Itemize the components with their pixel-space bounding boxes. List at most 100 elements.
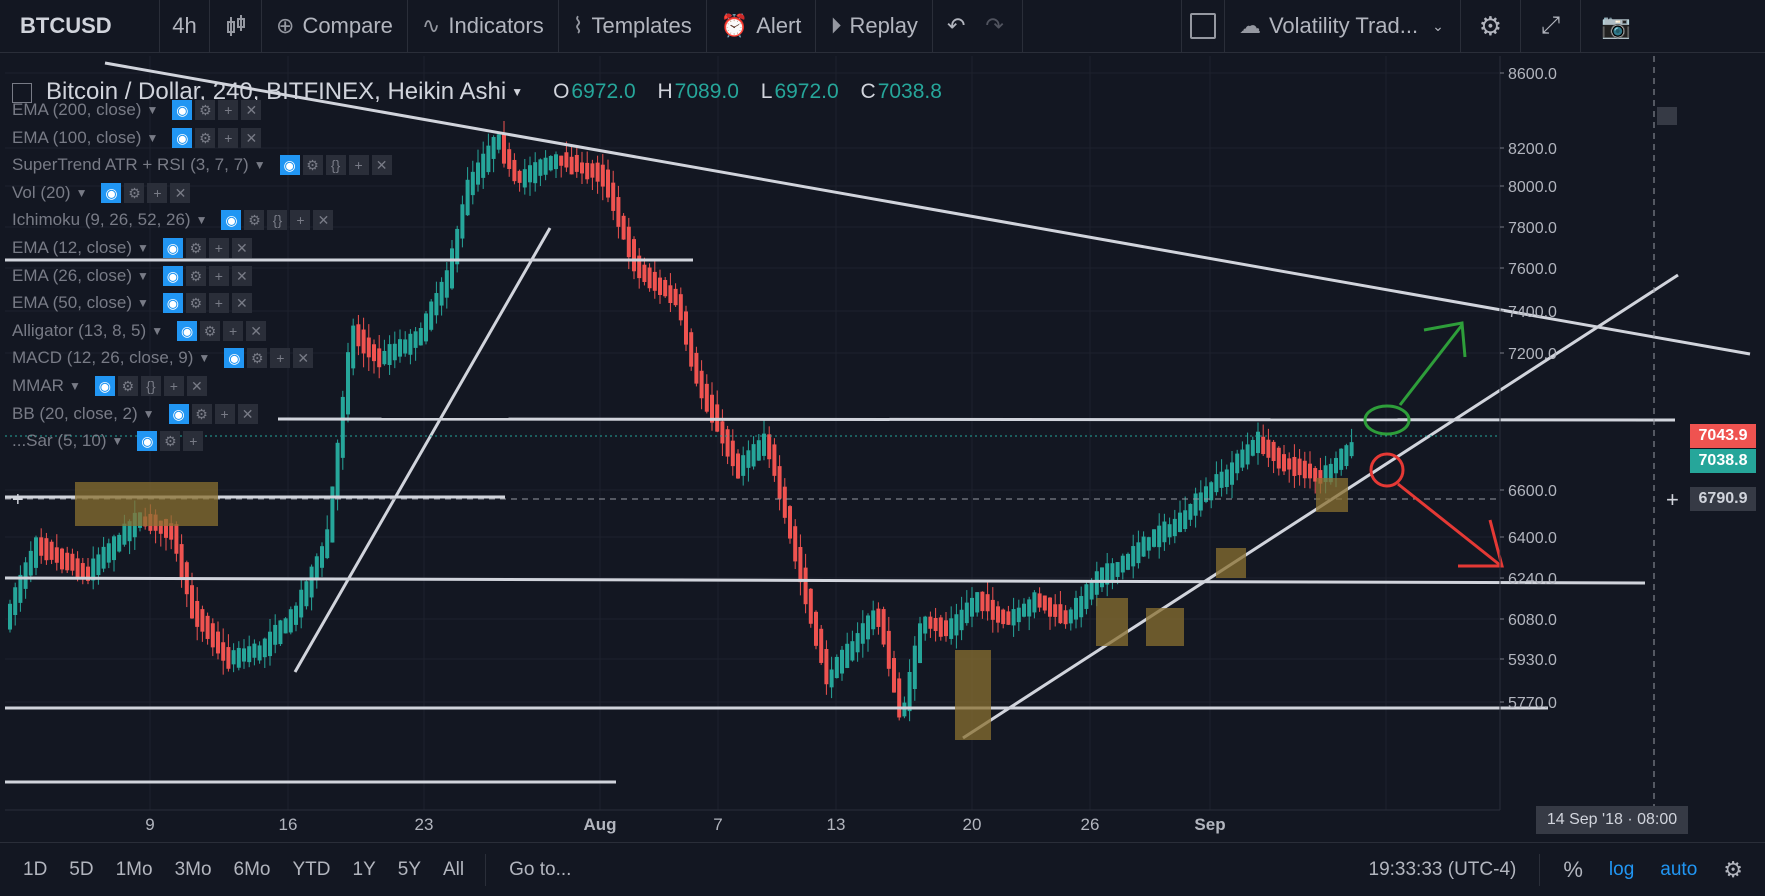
gear-icon[interactable]: ⚙ [191,403,212,424]
chevron-down-icon[interactable]: ▼ [146,130,159,145]
plus-icon[interactable]: + [290,210,311,231]
range-button[interactable]: All [443,858,465,880]
close-icon[interactable]: ✕ [293,348,314,369]
indicator-label[interactable]: ...Sar (5, 10) [12,431,107,451]
eye-icon[interactable]: ◉ [224,348,245,369]
close-icon[interactable]: ✕ [186,376,207,396]
indicator-label[interactable]: EMA (50, close) [12,293,132,313]
range-button[interactable]: 1D [23,858,48,880]
chevron-down-icon[interactable]: ▼ [142,406,155,421]
indicator-label[interactable]: EMA (12, close) [12,238,132,257]
range-button[interactable]: YTD [292,858,331,880]
gear-icon[interactable]: ⚙ [185,238,206,258]
gear-icon[interactable]: ⚙ [247,348,268,369]
templates-button[interactable]: ⌇ Templates [559,0,707,52]
eye-icon[interactable]: ◉ [279,155,300,176]
range-button[interactable]: 6Mo [233,858,271,880]
indicator-row[interactable]: EMA (50, close) ▼ ◉ ⚙ + ✕ [12,293,252,314]
close-icon[interactable]: ✕ [231,265,252,286]
fullscreen-toggle[interactable] [1180,0,1225,52]
chevron-down-icon[interactable]: ▼ [511,85,524,99]
plus-icon[interactable]: + [163,376,184,396]
layout-button[interactable]: ☁ Volatility Trad... ⌄ [1225,0,1461,52]
fullscreen-button[interactable]: ⤢ [1521,0,1581,52]
indicator-row[interactable]: Vol (20) ▼ ◉ ⚙ + ✕ [12,182,191,203]
indicator-row[interactable]: SuperTrend ATR + RSI (3, 7, 7) ▼ ◉ ⚙{} + ✕ [12,155,392,176]
plus-icon[interactable]: + [223,320,244,341]
source-icon[interactable]: {} [140,376,161,396]
eye-icon[interactable]: ◉ [162,265,183,286]
chevron-down-icon[interactable]: ▼ [198,351,211,366]
close-icon[interactable]: ✕ [231,293,252,314]
chevron-down-icon[interactable]: ▼ [137,268,149,283]
alert-button[interactable]: ⏰ Alert [707,0,817,52]
indicator-row[interactable]: EMA (100, close) ▼ ◉ ⚙ + ✕ [12,127,262,148]
indicator-label[interactable]: MACD (12, 26, close, 9) [12,348,194,368]
gear-icon[interactable]: ⚙ [244,210,265,231]
source-icon[interactable]: {} [325,155,346,176]
chart-settings-button[interactable]: ⚙ [1710,857,1765,883]
gear-icon[interactable]: ⚙ [117,376,138,396]
chevron-down-icon[interactable]: ▼ [75,185,88,200]
eye-icon[interactable]: ◉ [172,127,193,148]
indicator-label[interactable]: MMAR [12,376,64,395]
indicator-row[interactable]: Alligator (13, 8, 5) ▼ ◉ ⚙ + ✕ [12,320,267,341]
chevron-down-icon[interactable]: ▼ [146,103,159,117]
plus-icon[interactable]: + [214,403,235,424]
compare-button[interactable]: ⊕ Compare [262,0,408,52]
goto-button[interactable]: Go to... [509,858,572,880]
eye-icon[interactable]: ◉ [221,210,242,231]
chevron-down-icon[interactable]: ▼ [137,296,149,311]
indicator-label[interactable]: EMA (200, close) [12,100,142,119]
plus-icon[interactable]: + [218,100,239,120]
plus-icon[interactable]: + [183,431,204,452]
replay-button[interactable]: ⏵ Replay [816,0,933,52]
symbol-search[interactable]: BTCUSD [0,0,160,52]
chevron-down-icon[interactable]: ▼ [151,323,164,338]
plus-icon[interactable]: + [208,238,229,258]
plus-icon[interactable]: + [208,293,229,314]
plus-icon[interactable]: + [218,127,239,148]
eye-icon[interactable]: ◉ [162,293,183,314]
indicator-row[interactable]: Ichimoku (9, 26, 52, 26) ▼ ◉ ⚙{} + ✕ [12,210,334,231]
indicator-label[interactable]: EMA (100, close) [12,127,142,147]
indicator-row[interactable]: MACD (12, 26, close, 9) ▼ ◉ ⚙ + ✕ [12,348,314,369]
chevron-down-icon[interactable]: ▼ [253,158,266,173]
interval-button[interactable]: 4h [160,0,210,52]
gear-icon[interactable]: ⚙ [124,182,145,203]
collapse-legend-icon[interactable] [12,83,32,103]
range-button[interactable]: 1Y [352,858,376,880]
undo-icon[interactable]: ↶ [946,13,966,38]
close-icon[interactable]: ✕ [371,155,392,176]
close-icon[interactable]: ✕ [237,403,258,424]
indicator-label[interactable]: Alligator (13, 8, 5) [12,320,147,340]
percent-toggle[interactable]: % [1563,856,1583,882]
indicator-label[interactable]: EMA (26, close) [12,265,132,285]
settings-button[interactable]: ⚙ [1461,0,1521,52]
indicator-label[interactable]: BB (20, close, 2) [12,403,138,423]
indicator-label[interactable]: SuperTrend ATR + RSI (3, 7, 7) [12,155,249,175]
close-icon[interactable]: ✕ [241,100,262,120]
eye-icon[interactable]: ◉ [177,320,198,341]
eye-icon[interactable]: ◉ [137,431,158,452]
eye-icon[interactable]: ◉ [168,403,189,424]
series-title[interactable]: Bitcoin / Dollar, 240, BITFINEX, Heikin … [46,78,507,105]
indicator-row[interactable]: BB (20, close, 2) ▼ ◉ ⚙ + ✕ [12,403,258,424]
chart-style-button[interactable] [210,0,262,52]
chevron-down-icon[interactable]: ▼ [137,241,149,255]
log-toggle[interactable]: log [1608,858,1635,880]
gear-icon[interactable]: ⚙ [185,293,206,314]
snapshot-button[interactable]: 📷 [1581,0,1651,52]
indicator-label[interactable]: Vol (20) [12,182,71,202]
indicator-row[interactable]: ...Sar (5, 10) ▼ ◉ ⚙ + [12,431,204,452]
indicator-label[interactable]: Ichimoku (9, 26, 52, 26) [12,210,191,230]
range-button[interactable]: 5Y [397,858,421,880]
close-icon[interactable]: ✕ [246,320,267,341]
eye-icon[interactable]: ◉ [101,182,122,203]
indicator-row[interactable]: MMAR ▼ ◉ ⚙{} + ✕ [12,376,207,396]
chevron-down-icon[interactable]: ▼ [111,434,124,449]
gear-icon[interactable]: ⚙ [302,155,323,176]
eye-icon[interactable]: ◉ [172,100,193,120]
indicator-row[interactable]: EMA (26, close) ▼ ◉ ⚙ + ✕ [12,265,252,286]
gear-icon[interactable]: ⚙ [195,127,216,148]
